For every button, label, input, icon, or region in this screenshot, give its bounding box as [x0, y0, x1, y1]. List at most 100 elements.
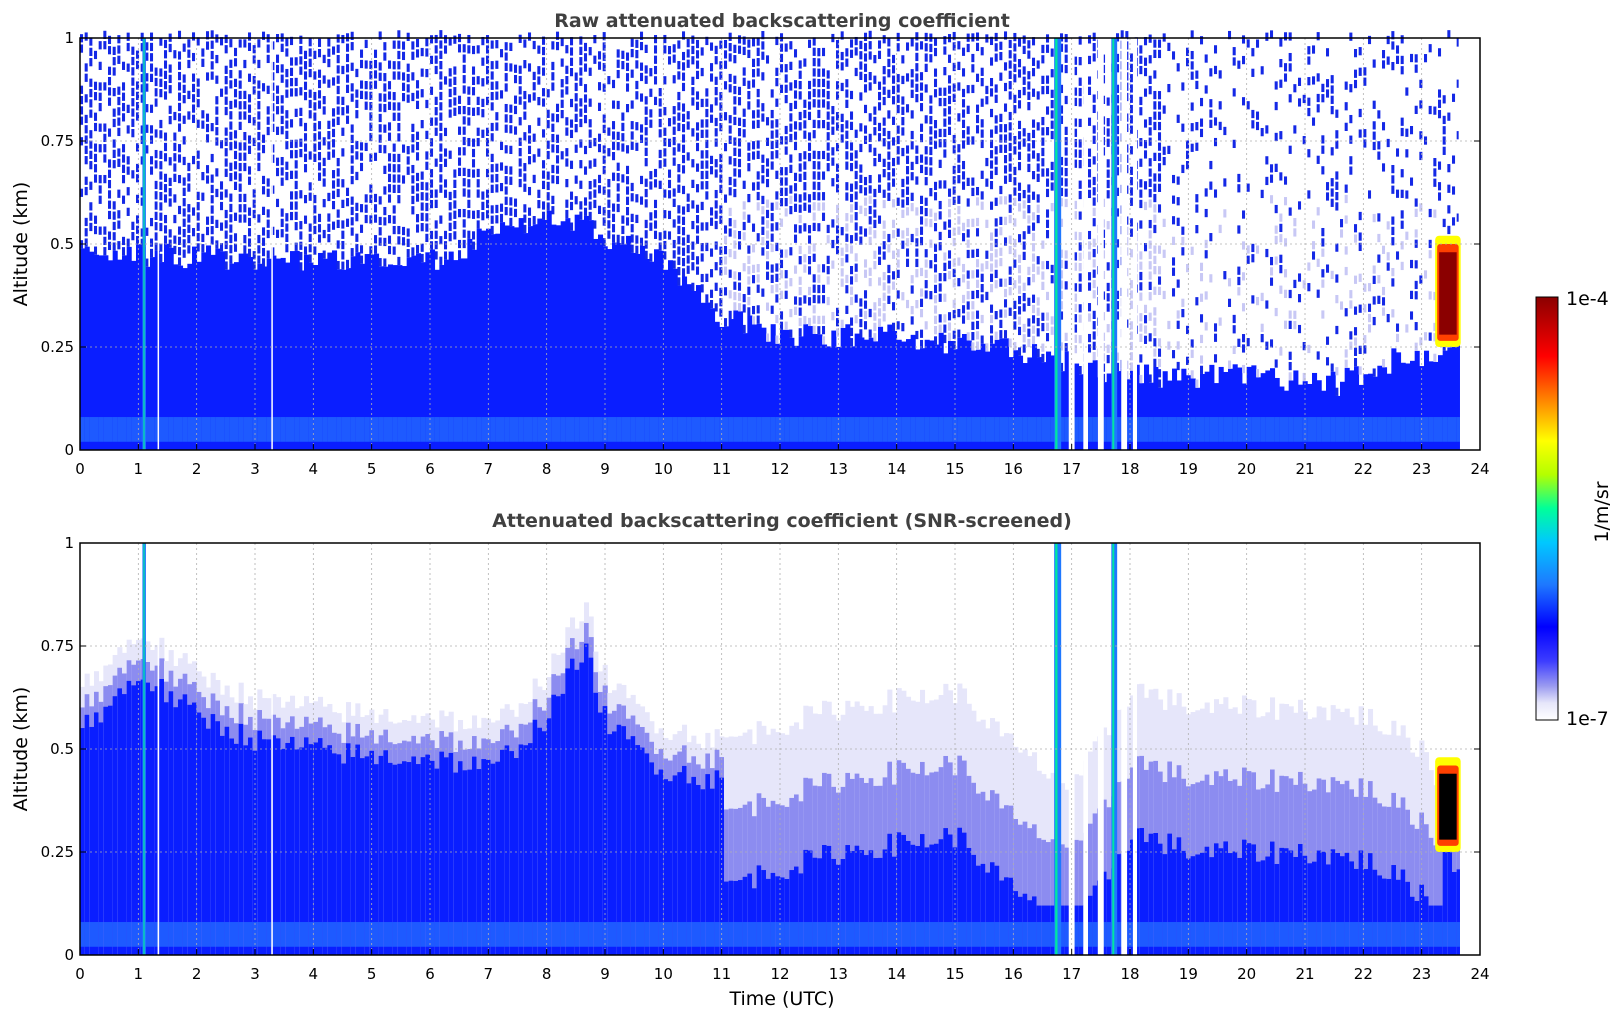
heatmap-cell	[430, 117, 434, 126]
heatmap-cell	[1172, 216, 1176, 225]
heatmap-cell	[971, 321, 975, 330]
heatmap-cell	[588, 47, 592, 56]
heatmap-cell	[658, 98, 662, 107]
heatmap-cell	[817, 181, 821, 191]
heatmap-cell	[574, 175, 578, 184]
heatmap-cell	[1400, 189, 1404, 198]
heatmap-cell	[999, 278, 1003, 287]
heatmap-cell	[714, 128, 718, 137]
heatmap-cell	[1368, 35, 1372, 45]
heatmap-cell	[1004, 144, 1008, 153]
heatmap-cell	[1088, 158, 1092, 168]
heatmap-cell	[836, 122, 840, 131]
heatmap-cell	[719, 71, 723, 80]
heatmap-cell	[719, 308, 723, 317]
heatmap-cell	[1158, 245, 1162, 254]
heatmap-cell	[229, 193, 233, 202]
heatmap-cell	[1046, 230, 1050, 239]
heatmap-cell	[1032, 243, 1036, 252]
heatmap-cell	[397, 102, 401, 111]
heatmap-cell	[1130, 341, 1134, 351]
heatmap-cell	[784, 329, 790, 450]
heatmap-cell	[780, 84, 784, 93]
heatmap-cell	[252, 750, 258, 955]
heatmap-cell	[817, 334, 823, 450]
heatmap-cell	[798, 245, 802, 255]
heatmap-cell	[276, 167, 280, 177]
heatmap-cell	[248, 145, 252, 154]
heatmap-cell	[724, 235, 728, 244]
heatmap-cell	[439, 264, 445, 450]
heatmap-cell	[481, 109, 485, 118]
heatmap-cell	[1008, 81, 1012, 90]
heatmap-cell	[976, 279, 980, 288]
heatmap-cell	[705, 88, 709, 97]
heatmap-cell	[243, 417, 249, 442]
heatmap-cell	[710, 73, 714, 82]
heatmap-cell	[1190, 378, 1196, 450]
heatmap-cell	[1237, 338, 1241, 347]
heatmap-cell	[252, 86, 256, 95]
heatmap-cell	[257, 255, 261, 264]
heatmap-cell	[878, 246, 882, 255]
heatmap-cell	[280, 156, 284, 166]
heatmap-cell	[1158, 163, 1162, 172]
heatmap-cell	[182, 187, 186, 196]
heatmap-cell	[943, 67, 947, 76]
heatmap-cell	[980, 284, 984, 293]
heatmap-cell	[224, 922, 230, 947]
heatmap-cell	[910, 110, 914, 119]
heatmap-cell	[266, 229, 270, 239]
heatmap-cell	[98, 255, 104, 450]
heatmap-cell	[920, 133, 924, 143]
heatmap-cell	[1074, 128, 1078, 137]
heatmap-cell	[1130, 146, 1134, 155]
heatmap-cell	[299, 417, 305, 442]
heatmap-cell	[490, 225, 494, 235]
heatmap-cell	[1022, 282, 1026, 291]
heatmap-cell	[1064, 250, 1068, 259]
heatmap-cell	[929, 208, 933, 217]
heatmap-cell	[290, 36, 294, 46]
heatmap-cell	[280, 257, 286, 450]
heatmap-cell	[136, 112, 140, 121]
heatmap-cell	[392, 40, 396, 49]
heatmap-cell	[266, 54, 270, 64]
heatmap-cell	[420, 171, 424, 180]
heatmap-cell	[430, 138, 434, 147]
heatmap-cell	[864, 321, 868, 330]
heatmap-cell	[1036, 348, 1040, 358]
heatmap-cell	[420, 47, 424, 57]
heatmap-cell	[89, 212, 93, 221]
heatmap-cell	[262, 922, 268, 947]
heatmap-cell	[602, 145, 606, 154]
heatmap-cell	[780, 64, 784, 73]
heatmap-cell	[738, 158, 742, 168]
heatmap-cell	[154, 129, 158, 138]
heatmap-cell	[294, 57, 298, 66]
heatmap-cell	[336, 754, 342, 955]
heatmap-cell	[1172, 267, 1176, 276]
heatmap-cell	[1008, 50, 1012, 59]
heatmap-cell	[308, 151, 312, 160]
heatmap-cell	[1139, 374, 1143, 384]
heatmap-cell	[803, 109, 807, 119]
heatmap-cell	[724, 246, 728, 255]
heatmap-cell	[1144, 67, 1148, 77]
heatmap-cell	[952, 145, 956, 154]
heatmap-cell	[136, 143, 140, 152]
heatmap-cell	[1027, 266, 1031, 276]
heatmap-cell	[416, 141, 420, 151]
heatmap-cell	[243, 193, 247, 203]
heatmap-cell	[1144, 201, 1148, 211]
heatmap-cell	[672, 260, 676, 269]
heatmap-cell	[1158, 379, 1162, 388]
heatmap-cell	[196, 160, 200, 170]
heatmap-cell	[822, 47, 826, 57]
heatmap-cell	[588, 98, 592, 107]
heatmap-cell	[962, 130, 966, 139]
heatmap-cell	[906, 166, 910, 175]
heatmap-cell	[962, 334, 968, 450]
heatmap-cell	[1036, 328, 1040, 337]
heatmap-cell	[728, 84, 732, 93]
